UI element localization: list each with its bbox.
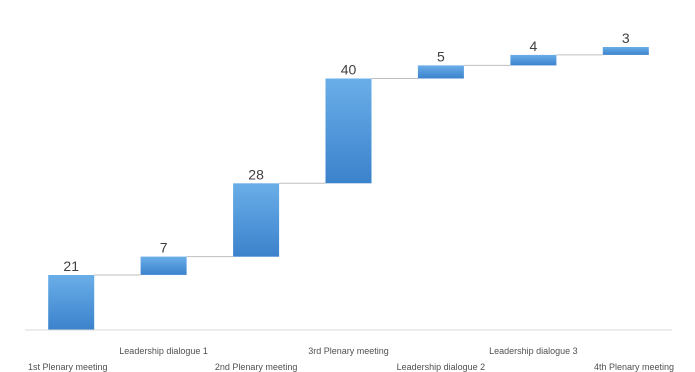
- bar-4: [325, 78, 372, 184]
- bar-3: [233, 183, 280, 257]
- value-label-1: 21: [63, 258, 79, 274]
- value-label-2: 7: [160, 240, 168, 256]
- value-label-5: 5: [437, 48, 445, 64]
- bar-group: [48, 47, 649, 330]
- connector-lines: [94, 54, 603, 276]
- value-label-4: 40: [341, 62, 357, 78]
- category-label-group: 1st Plenary meeting Leadership dialogue 1…: [28, 346, 674, 372]
- category-label-5: Leadership dialogue 2: [397, 362, 486, 372]
- category-label-4: 3rd Plenary meeting: [308, 346, 389, 356]
- category-label-3: 2nd Plenary meeting: [215, 362, 298, 372]
- bar-1: [48, 275, 95, 330]
- bar-2: [140, 256, 187, 275]
- value-label-3: 28: [248, 166, 264, 182]
- category-label-2: Leadership dialogue 1: [119, 346, 208, 356]
- category-label-7: 4th Plenary meeting: [594, 362, 674, 372]
- bar-7: [602, 47, 649, 55]
- bar-6: [510, 54, 557, 66]
- value-label-6: 4: [530, 38, 538, 54]
- category-label-6: Leadership dialogue 3: [489, 346, 578, 356]
- bar-5: [417, 65, 464, 79]
- category-label-1: 1st Plenary meeting: [28, 362, 108, 372]
- value-label-7: 3: [622, 30, 630, 46]
- value-label-group: 21 7 28 40 5 4 3: [63, 30, 629, 274]
